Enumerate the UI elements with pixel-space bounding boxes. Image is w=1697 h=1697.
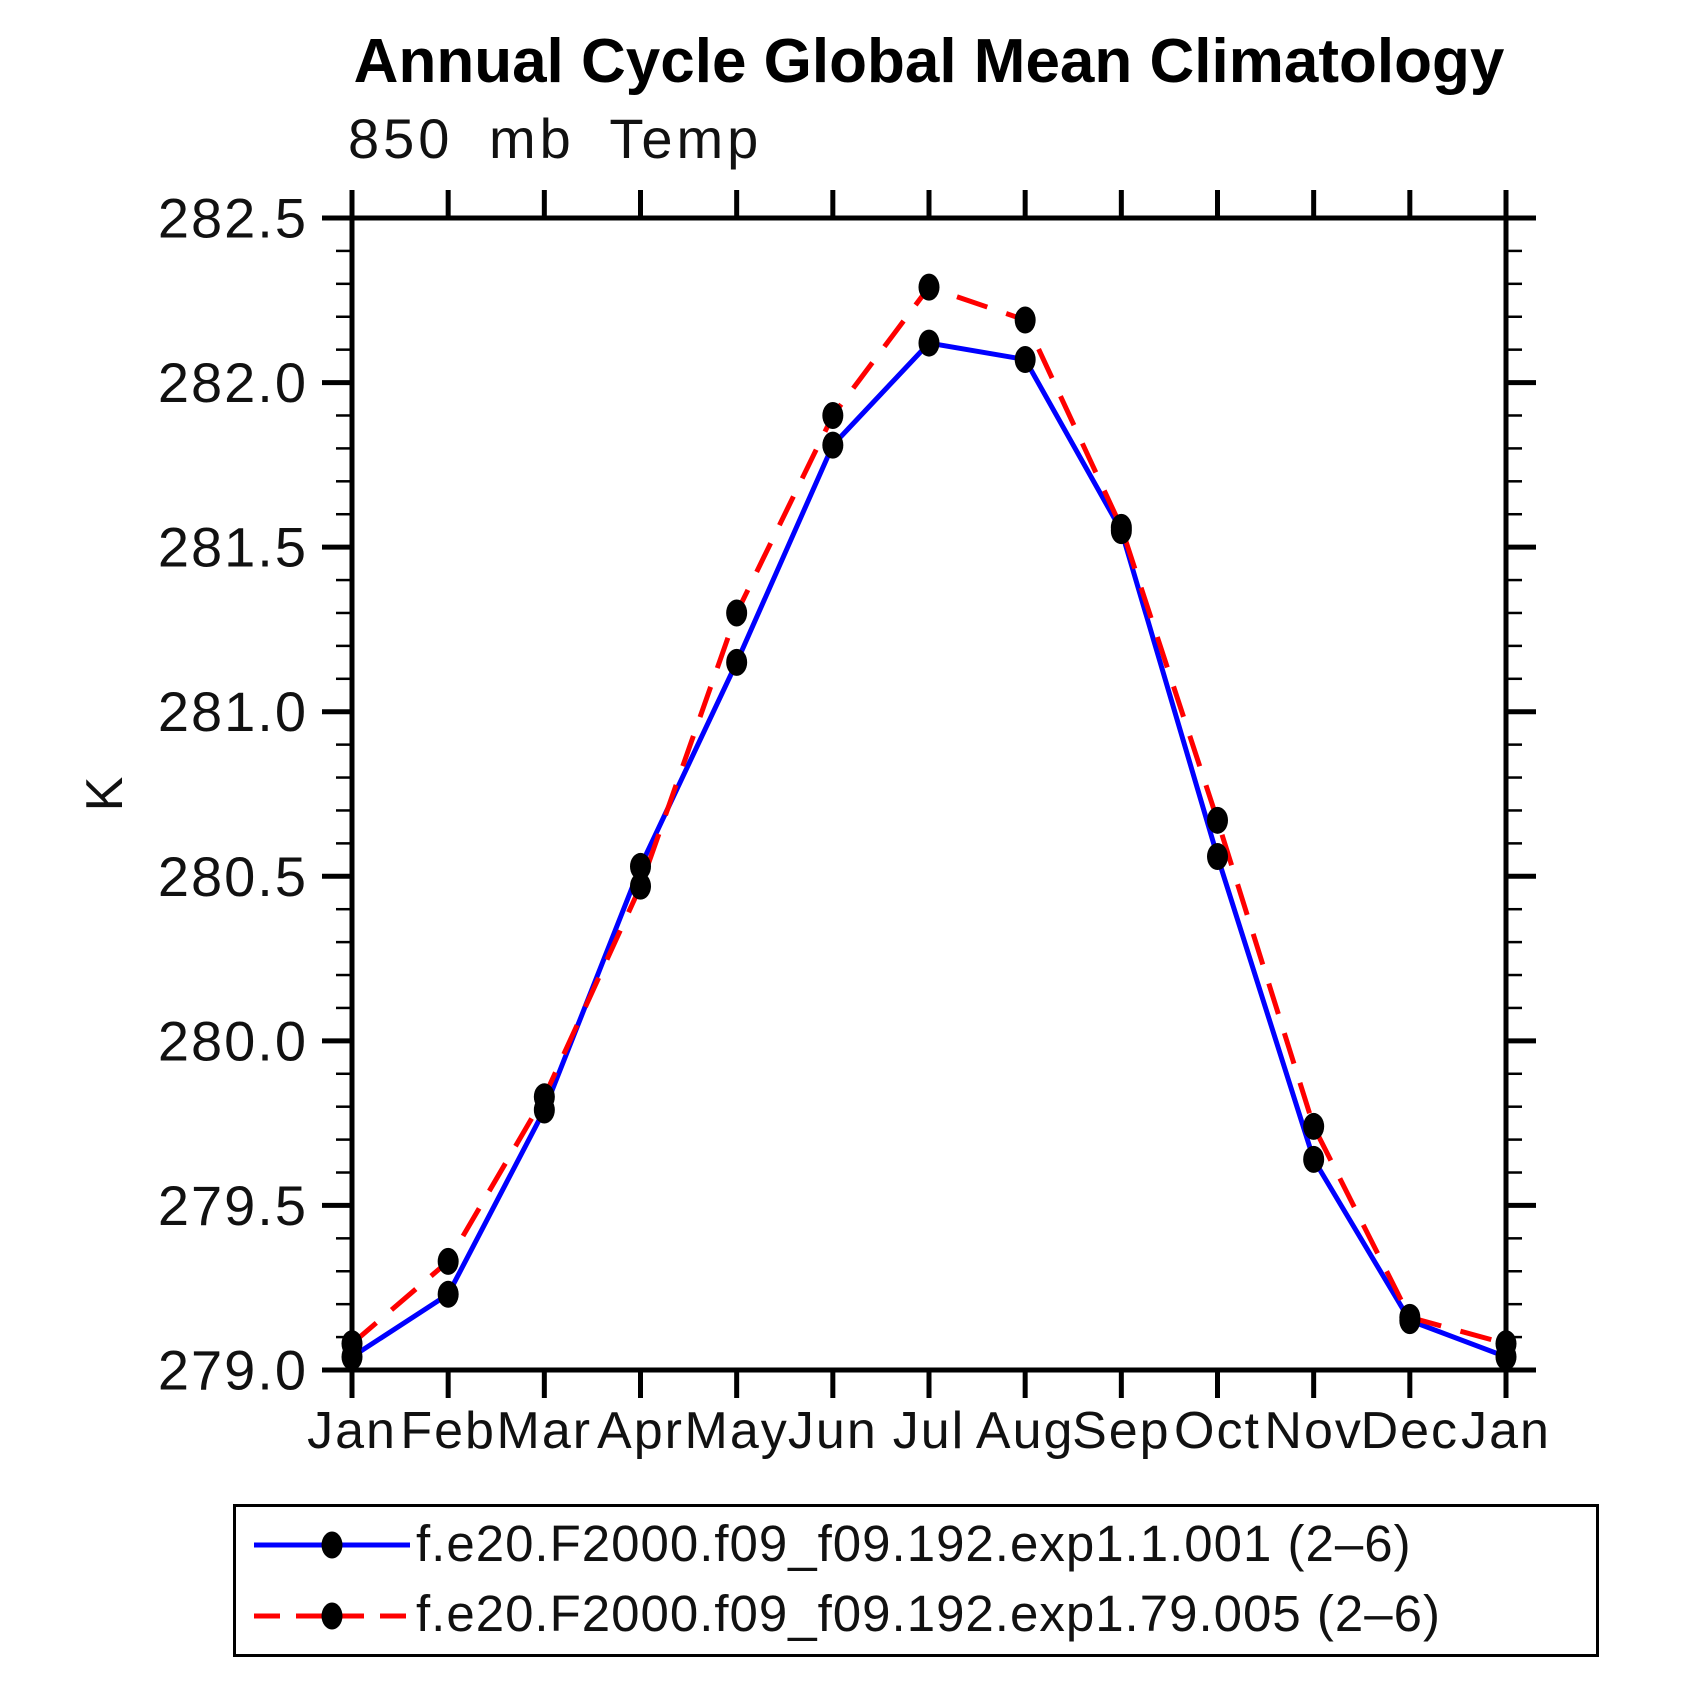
x-tick-label: Jan bbox=[307, 1402, 397, 1460]
x-tick-label: Dec bbox=[1361, 1402, 1459, 1460]
x-tick-label: Mar bbox=[497, 1402, 593, 1460]
x-tick-label: Aug bbox=[976, 1402, 1075, 1460]
x-tick-label: Nov bbox=[1264, 1402, 1362, 1460]
data-point-series2-Aug bbox=[1014, 306, 1036, 334]
data-point-series1-Nov bbox=[1303, 1145, 1325, 1173]
series-line-1 bbox=[350, 340, 1507, 1360]
data-point-series2-Jun bbox=[822, 401, 844, 429]
legend-row-series1: f.e20.F2000.f09_f09.192.exp1.1.001 (2–6) bbox=[236, 1513, 1596, 1577]
y-tick-label: 280.0 bbox=[158, 1009, 308, 1072]
series-line-2 bbox=[350, 284, 1507, 1347]
data-point-series1-Feb bbox=[437, 1280, 459, 1308]
x-tick-label: May bbox=[685, 1402, 789, 1460]
y-tick-label: 279.0 bbox=[158, 1339, 308, 1402]
data-point-series2-Jan bbox=[1495, 1330, 1517, 1358]
data-point-series2-Feb bbox=[437, 1247, 459, 1275]
y-tick-label: 282.0 bbox=[158, 351, 308, 414]
data-point-series1-Jul bbox=[918, 329, 940, 357]
chart-subtitle: 850 mb Temp bbox=[348, 107, 763, 170]
legend-sample-solid-line bbox=[254, 1531, 410, 1559]
legend-sample-dashed-line bbox=[254, 1602, 410, 1630]
data-point-series2-Jan bbox=[341, 1330, 363, 1358]
data-point-series1-Jun bbox=[822, 431, 844, 459]
y-tick-label: 280.5 bbox=[158, 845, 308, 908]
y-tick-label: 279.5 bbox=[158, 1174, 308, 1237]
legend-box: f.e20.F2000.f09_f09.192.exp1.1.001 (2–6)… bbox=[233, 1504, 1599, 1657]
x-tick-label: Jan bbox=[1461, 1402, 1551, 1460]
data-point-series2-Oct bbox=[1207, 806, 1228, 834]
data-point-series2-Sep bbox=[1110, 513, 1132, 541]
data-point-series2-Apr bbox=[630, 872, 651, 900]
data-point-series2-Nov bbox=[1303, 1112, 1325, 1140]
y-tick-label: 281.5 bbox=[158, 516, 308, 579]
data-point-series2-Mar bbox=[533, 1083, 555, 1111]
data-point-series1-Apr bbox=[630, 852, 651, 880]
data-point-series1-May bbox=[726, 648, 748, 676]
x-tick-label: Jul bbox=[893, 1402, 965, 1460]
x-tick-label: Sep bbox=[1072, 1402, 1171, 1460]
x-tick-label: Feb bbox=[400, 1402, 496, 1460]
legend-label-series2: f.e20.F2000.f09_f09.192.exp1.79.005 (2–6… bbox=[416, 1585, 1441, 1643]
y-tick-label: 281.0 bbox=[158, 680, 308, 743]
legend-row-series2: f.e20.F2000.f09_f09.192.exp1.79.005 (2–6… bbox=[236, 1584, 1596, 1648]
y-tick-label: 282.5 bbox=[158, 187, 308, 250]
chart-title: Annual Cycle Global Mean Climatology bbox=[353, 27, 1505, 96]
x-tick-label: Apr bbox=[597, 1402, 684, 1460]
data-point-series1-Aug bbox=[1014, 346, 1036, 374]
data-point-series2-Dec bbox=[1399, 1303, 1421, 1331]
data-point-series2-Jul bbox=[918, 273, 940, 301]
x-tick-label: Jun bbox=[788, 1402, 878, 1460]
data-point-series2-May bbox=[726, 599, 748, 627]
plot-frame bbox=[349, 215, 1509, 1373]
x-tick-label: Oct bbox=[1174, 1402, 1261, 1460]
data-point-series1-Oct bbox=[1207, 843, 1228, 871]
legend-label-series1: f.e20.F2000.f09_f09.192.exp1.1.001 (2–6) bbox=[416, 1514, 1412, 1572]
